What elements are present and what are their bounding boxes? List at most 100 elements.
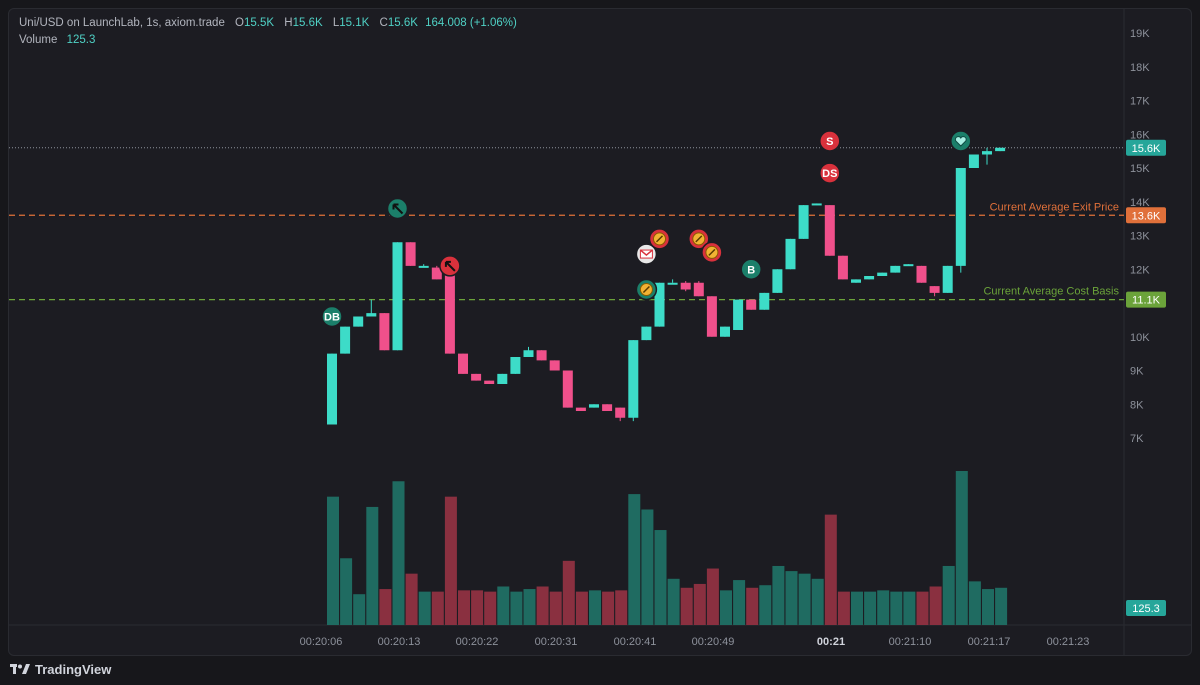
candle-body (602, 404, 613, 411)
x-tick-label: 00:21:10 (889, 636, 932, 648)
trade-marker (635, 243, 658, 265)
volume-bar (510, 591, 523, 625)
volume-bar (523, 589, 536, 625)
marker-circle (321, 305, 343, 328)
arrow-icon (392, 203, 404, 215)
volume-bar (706, 568, 719, 625)
volume-bar (366, 506, 379, 625)
y-tick-label: 13K (1130, 231, 1150, 243)
candle-body (667, 282, 678, 285)
volume-bar (890, 591, 903, 625)
price-line-badge-text: 11.1K (1132, 295, 1161, 307)
candle-body (458, 353, 468, 374)
volume-bar (877, 590, 890, 625)
volume-bar (720, 590, 732, 625)
trade-marker (950, 130, 972, 152)
volume-bar (798, 573, 811, 625)
volume-bar (549, 591, 562, 625)
candle-body (327, 353, 337, 425)
volume-bar (379, 589, 392, 625)
candle-body (955, 168, 966, 266)
candle-body (772, 269, 783, 293)
volume-bar (484, 591, 497, 625)
candle-body (798, 205, 809, 239)
coin-icon-mark (708, 248, 716, 256)
candle-body (444, 272, 455, 354)
change-value: 164.008 (+1.06%) (425, 17, 517, 29)
x-tick-label: 00:21:23 (1047, 636, 1090, 648)
chart-panel[interactable]: 7K8K9K10K11K12K13K14K15K16K17K18K19K00:2… (8, 8, 1192, 656)
trade-marker (701, 241, 723, 264)
price-line-label: Current Average Exit Price (990, 201, 1119, 213)
candle-body (641, 326, 652, 341)
marker-circle (740, 258, 762, 280)
y-tick-label: 17K (1130, 96, 1150, 108)
volume-bar (444, 496, 457, 625)
volume-bar (654, 530, 667, 625)
volume-bar (615, 590, 628, 625)
candle-body (418, 265, 429, 268)
volume-bar (458, 590, 470, 625)
volume-bar (851, 591, 863, 625)
volume-legend: Volume 125.3 (19, 34, 95, 46)
volume-bar (405, 573, 418, 625)
y-tick-label: 7K (1130, 433, 1144, 445)
marker-circle (819, 130, 841, 152)
trade-marker (386, 197, 409, 220)
candle-body (982, 151, 992, 155)
trade-marker: S (819, 130, 841, 152)
arrow-icon (444, 260, 456, 272)
volume-bar (589, 590, 601, 625)
heart-icon (954, 136, 967, 147)
volume-bar (562, 560, 575, 625)
volume-bar (955, 471, 968, 625)
candle-body (366, 313, 377, 317)
candle-body (706, 296, 717, 337)
candle-body (615, 407, 626, 418)
volume-bar (811, 578, 824, 625)
volume-bar (602, 591, 615, 625)
candle-body (379, 313, 390, 351)
volume-bar (575, 591, 588, 625)
y-tick-label: 18K (1130, 62, 1150, 74)
y-tick-label: 14K (1130, 197, 1150, 209)
candle-body (471, 373, 482, 381)
candle-body (510, 357, 521, 374)
x-tick-label: 00:20:31 (535, 636, 578, 648)
marker-label: B (747, 264, 755, 276)
last-volume-badge (1126, 600, 1166, 616)
x-tick-label: 00:20:22 (456, 636, 499, 648)
candle-body (942, 265, 953, 293)
marker-label: S (826, 136, 833, 148)
volume-bar (693, 583, 706, 625)
volume-bar (680, 587, 693, 625)
trade-marker: B (740, 258, 762, 280)
tradingview-logo-icon (10, 664, 30, 674)
candle-body (392, 242, 403, 351)
volume-bar (733, 580, 746, 625)
candle-body (536, 350, 547, 361)
x-tick-label: 00:21:17 (968, 636, 1011, 648)
volume-bar (628, 494, 641, 625)
candle-body (785, 238, 796, 270)
trade-marker (635, 278, 658, 301)
envelope-icon (639, 249, 653, 259)
last-volume-badge-text: 125.3 (1132, 603, 1160, 615)
candlestick-chart[interactable]: 7K8K9K10K11K12K13K14K15K16K17K18K19K00:2… (9, 9, 1192, 656)
candle-body (523, 350, 534, 357)
low-value: 15.1K (339, 17, 370, 29)
candle-body (628, 340, 639, 418)
marker-label: DS (822, 168, 837, 180)
candle-body (680, 282, 691, 290)
volume-bar (497, 586, 510, 625)
y-tick-label: 19K (1130, 28, 1150, 40)
candle-body (968, 154, 979, 168)
tradingview-footer[interactable]: TradingView (10, 660, 111, 678)
price-line-badge (1126, 291, 1166, 308)
volume-bar (353, 594, 366, 625)
volume-bar (864, 591, 877, 625)
candle-body (340, 326, 351, 354)
candle-body (916, 265, 927, 283)
y-tick-label: 10K (1130, 332, 1150, 344)
volume-bar (785, 571, 798, 625)
